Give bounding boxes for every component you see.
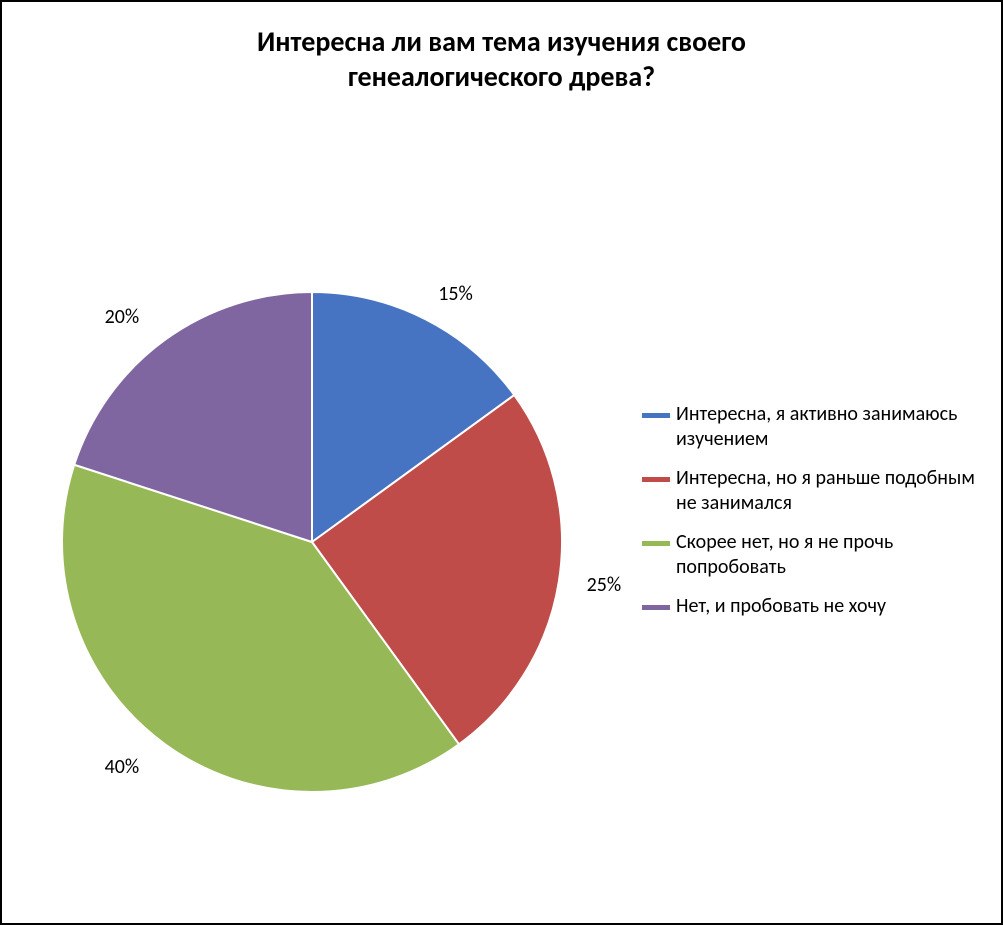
legend-swatch-1 — [642, 477, 670, 482]
legend-label-2: Скорее нет, но я не прочь попробовать — [676, 530, 982, 580]
pie-data-label-3: 20% — [105, 305, 140, 329]
legend-label-1: Интересна, но я раньше подобным не заним… — [676, 466, 982, 516]
legend-label-0: Интересна, я активно занимаюсь изучением — [676, 402, 982, 452]
legend-item-3: Нет, и пробовать не хочу — [642, 594, 982, 619]
pie-data-label-1: 25% — [587, 573, 622, 597]
legend-swatch-3 — [642, 605, 670, 610]
chart-title-line2: генеалогического древа? — [348, 59, 655, 94]
legend-swatch-2 — [642, 541, 670, 546]
legend: Интересна, я активно занимаюсь изучением… — [642, 402, 982, 633]
legend-item-2: Скорее нет, но я не прочь попробовать — [642, 530, 982, 580]
chart-title-line1: Интересна ли вам тема изучения своего — [257, 24, 746, 59]
pie-chart — [32, 262, 592, 822]
chart-frame: Интересна ли вам тема изучения своего ге… — [0, 0, 1003, 925]
legend-item-0: Интересна, я активно занимаюсь изучением — [642, 402, 982, 452]
legend-item-1: Интересна, но я раньше подобным не заним… — [642, 466, 982, 516]
pie-area — [32, 262, 592, 822]
pie-data-label-0: 15% — [438, 282, 473, 306]
legend-label-3: Нет, и пробовать не хочу — [676, 594, 982, 619]
legend-swatch-0 — [642, 413, 670, 418]
chart-title: Интересна ли вам тема изучения своего ге… — [2, 24, 1001, 94]
pie-data-label-2: 40% — [105, 755, 140, 779]
